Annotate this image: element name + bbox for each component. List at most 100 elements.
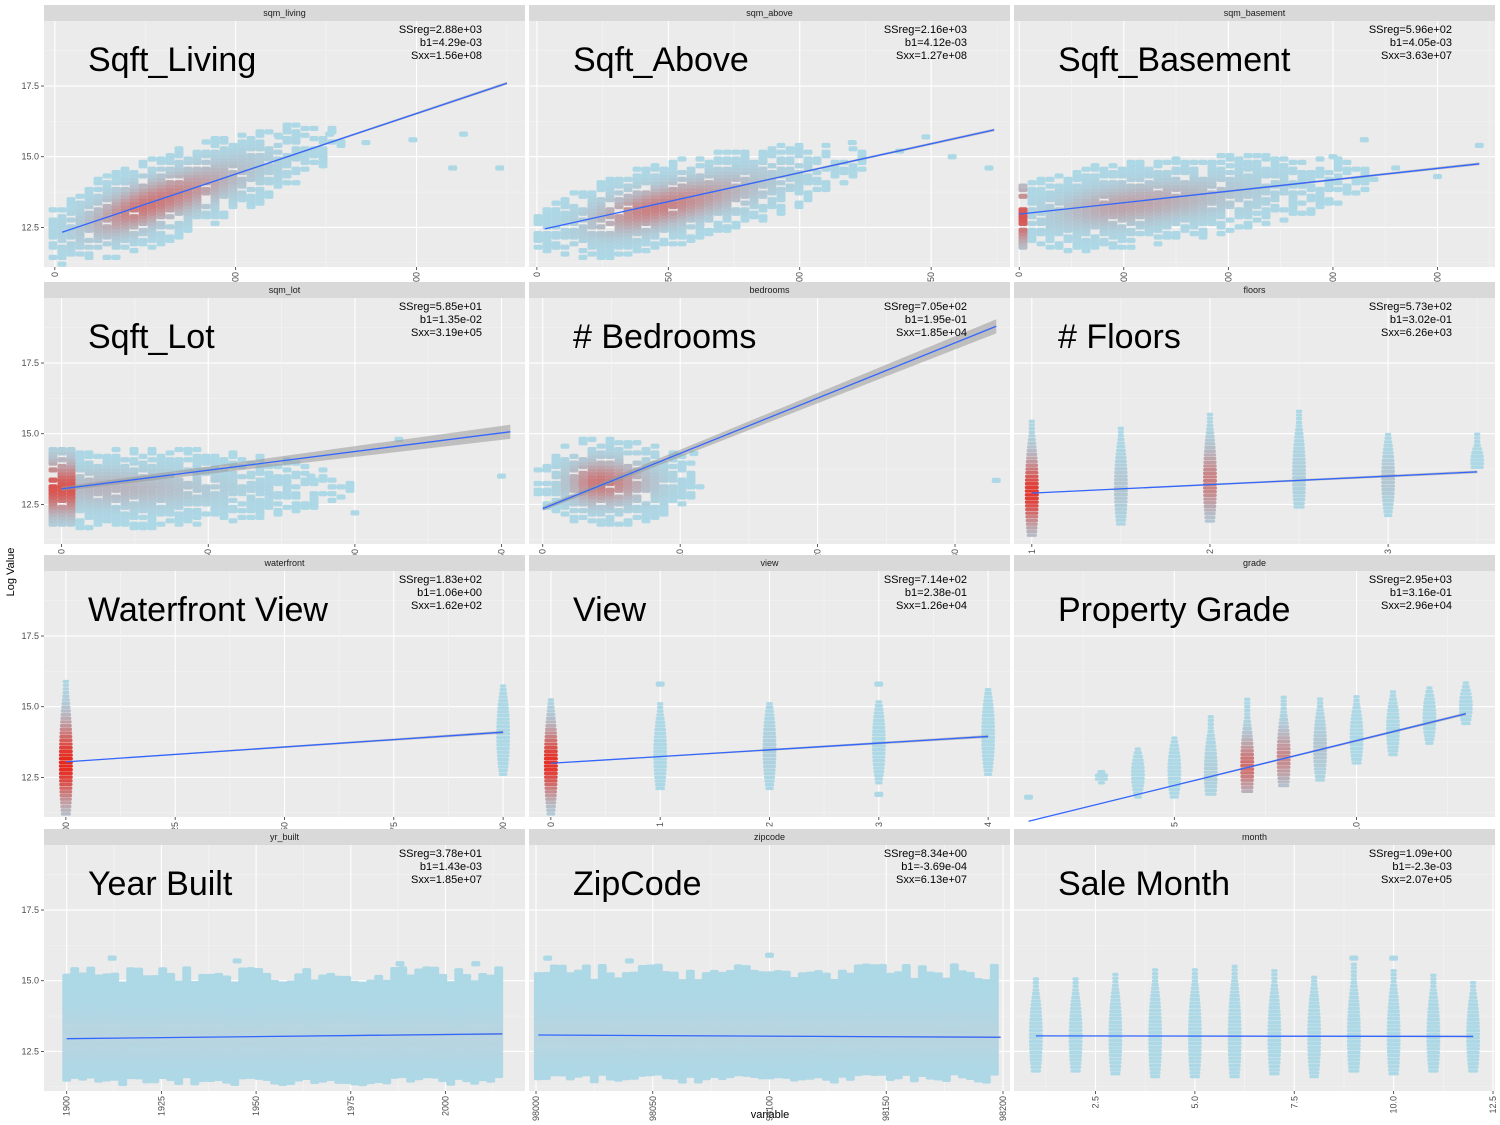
density-hex: [551, 453, 561, 459]
density-hex: [1024, 496, 1039, 501]
density-hex: [654, 779, 666, 783]
hex-density-layer: [62, 955, 504, 1087]
density-hex: [767, 197, 777, 203]
density-hex: [1144, 166, 1154, 172]
density-hex: [1422, 726, 1436, 731]
density-hex: [1027, 207, 1037, 213]
density-hex: [1270, 156, 1280, 162]
density-hex: [1203, 467, 1217, 472]
density-hex: [657, 705, 664, 710]
density-hex: [494, 966, 504, 972]
density-hex: [138, 159, 148, 165]
density-hex: [545, 720, 557, 724]
density-hex: [57, 457, 67, 463]
density-hex: [981, 713, 995, 718]
density-hex: [1171, 736, 1178, 740]
density-hex: [1292, 486, 1306, 491]
density-hex: [614, 176, 624, 182]
density-hex: [147, 446, 157, 453]
density-hex: [1386, 738, 1400, 742]
density-hex: [1315, 186, 1325, 193]
density-hex: [1131, 762, 1145, 766]
density-hex: [767, 163, 777, 169]
density-hex: [749, 159, 759, 165]
density-hex: [1205, 434, 1215, 439]
density-hex: [222, 975, 232, 981]
density-hex: [246, 480, 256, 487]
density-hex: [237, 514, 247, 521]
density-hex: [1018, 183, 1028, 189]
density-hex: [686, 460, 696, 466]
density-hex: [656, 713, 665, 717]
density-hex: [165, 518, 175, 524]
density-hex: [596, 180, 606, 186]
stat-annotation: SSreg=5.85e+01: [399, 301, 482, 313]
outlier-hex: [1391, 165, 1401, 171]
density-hex: [1126, 159, 1136, 165]
density-hex: [1389, 693, 1397, 698]
density-hex: [1206, 423, 1214, 428]
density-hex: [1189, 231, 1199, 237]
density-hex: [776, 180, 786, 186]
x-tick-label: 3: [1383, 549, 1393, 554]
density-hex: [543, 771, 558, 776]
density-hex: [1294, 431, 1304, 436]
stat-annotation: SSreg=7.14e+02: [884, 574, 967, 586]
density-hex: [1114, 503, 1128, 508]
density-hex: [129, 446, 139, 453]
density-hex: [1333, 180, 1343, 186]
x-tick-label: 300: [1328, 272, 1338, 287]
density-hex: [695, 484, 705, 490]
density-hex: [758, 190, 768, 196]
density-hex: [1279, 207, 1289, 213]
density-hex: [1386, 716, 1400, 720]
density-hex: [654, 731, 667, 735]
density-hex: [871, 744, 886, 748]
density-hex: [273, 474, 283, 480]
x-tick-label: 0: [57, 549, 67, 554]
density-hex: [1459, 695, 1473, 700]
density-hex: [1204, 755, 1218, 760]
density-hex: [60, 712, 72, 717]
density-hex: [1277, 728, 1290, 733]
density-hex: [632, 173, 642, 179]
density-hex: [61, 705, 71, 709]
density-hex: [1459, 710, 1473, 715]
density-hex: [623, 251, 633, 257]
density-hex: [1205, 740, 1216, 745]
density-hex: [653, 768, 667, 772]
density-hex: [1063, 234, 1073, 240]
density-hex: [1025, 463, 1039, 468]
stat-annotation: b1=4.29e-03: [420, 37, 482, 49]
density-hex: [1131, 784, 1145, 788]
density-hex: [875, 781, 883, 785]
density-hex: [1018, 227, 1028, 233]
outlier-hex: [495, 165, 505, 171]
density-hex: [228, 518, 238, 524]
density-hex: [1270, 203, 1280, 210]
density-hex: [1114, 467, 1128, 471]
x-tick-label: 250: [663, 272, 673, 287]
density-hex: [1206, 412, 1214, 417]
density-hex: [650, 450, 660, 456]
density-hex: [1126, 237, 1136, 244]
density-hex: [1108, 169, 1118, 176]
density-hex: [1292, 450, 1306, 454]
density-hex: [1099, 166, 1109, 172]
density-hex: [174, 220, 184, 227]
density-hex: [1216, 220, 1226, 227]
density-hex: [228, 497, 238, 504]
density-hex: [129, 521, 139, 527]
density-hex: [655, 716, 665, 721]
density-hex: [722, 149, 732, 155]
density-hex: [1313, 767, 1327, 771]
density-hex: [291, 491, 301, 497]
outlier-hex: [847, 139, 857, 146]
density-hex: [192, 453, 202, 459]
density-hex: [605, 220, 615, 227]
density-hex: [543, 753, 558, 757]
density-hex: [183, 508, 193, 514]
density-hex: [569, 190, 579, 196]
outlier-hex: [350, 510, 360, 516]
density-hex: [1203, 493, 1217, 498]
